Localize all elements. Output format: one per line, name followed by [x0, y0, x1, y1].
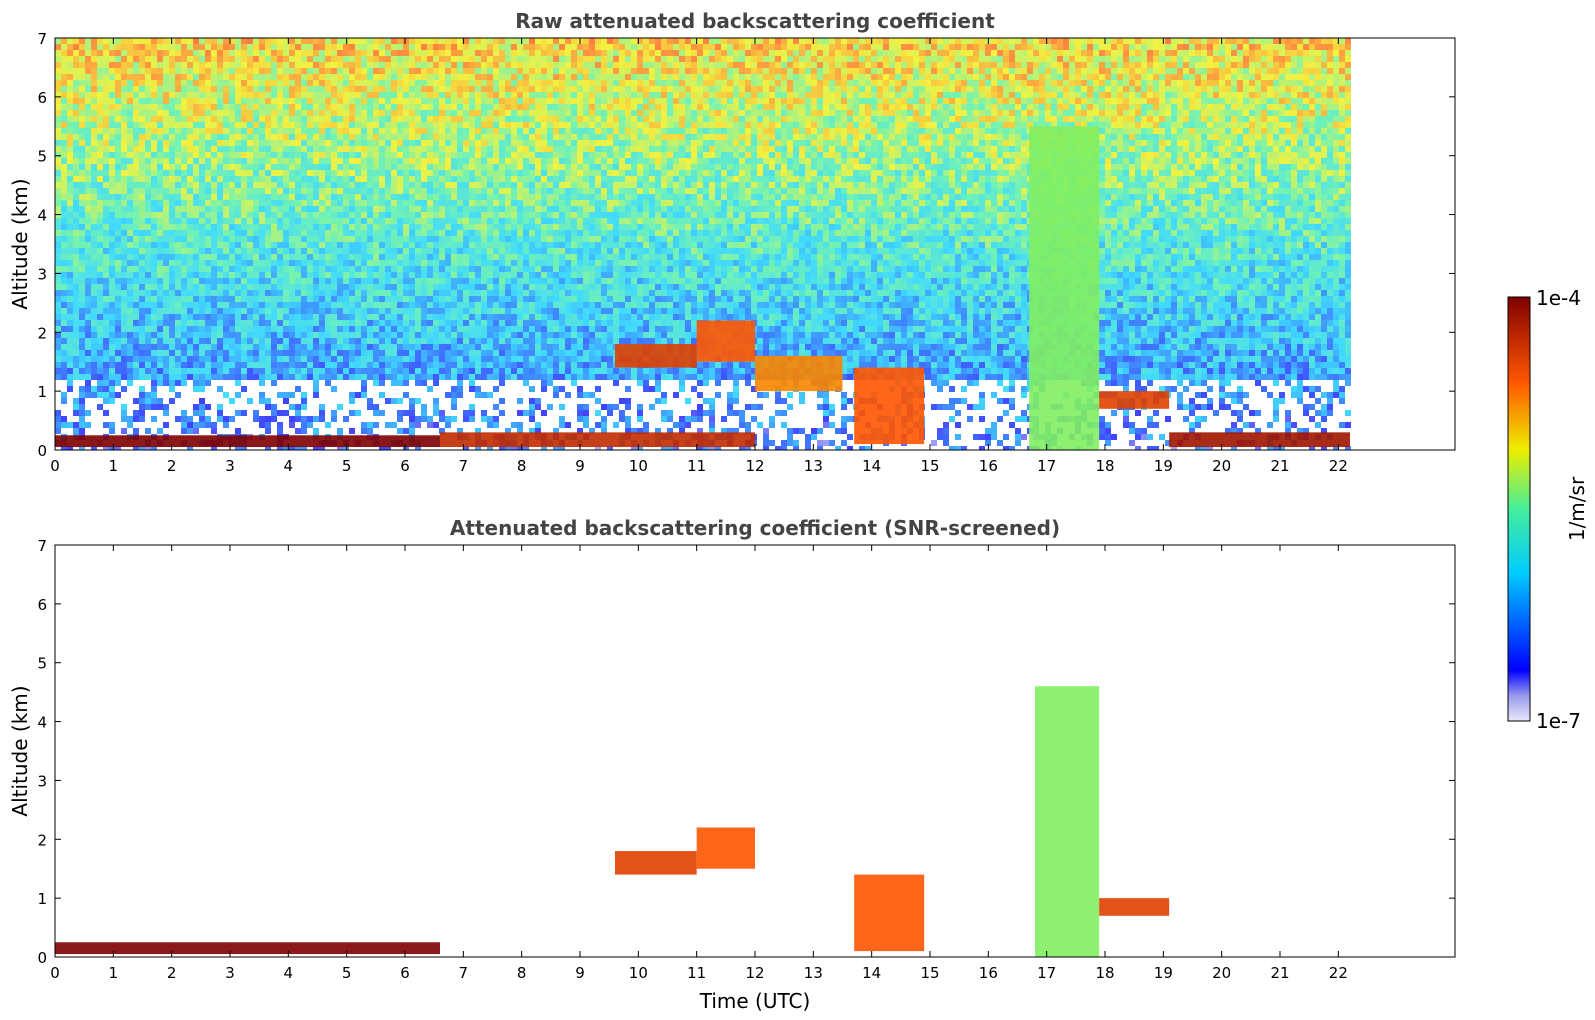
y-axis-ticks: 0 1 2 3 4 5 6 7	[37, 30, 1455, 460]
y-tick-label: 6	[37, 89, 47, 107]
y-axis-label: Altitude (km)	[8, 685, 32, 816]
x-tick-label: 22	[1329, 457, 1348, 475]
x-tick-label: 18	[1095, 964, 1114, 982]
x-tick-label: 3	[225, 964, 235, 982]
heatmap-layer	[55, 942, 440, 955]
x-tick-label: 16	[979, 457, 998, 475]
x-tick-label: 19	[1154, 964, 1173, 982]
heatmap-layer	[615, 851, 697, 875]
x-tick-label: 21	[1270, 964, 1289, 982]
panel-title: Raw attenuated backscattering coefficien…	[515, 9, 995, 33]
y-tick-label: 1	[37, 890, 47, 908]
x-tick-label: 17	[1037, 964, 1056, 982]
x-tick-label: 20	[1212, 964, 1231, 982]
x-tick-label: 12	[745, 964, 764, 982]
x-tick-label: 4	[284, 964, 294, 982]
x-tick-label: 5	[342, 457, 352, 475]
heatmap-layer	[755, 355, 843, 392]
y-tick-label: 5	[37, 655, 47, 673]
raw-backscatter-panel: Raw attenuated backscattering coefficien…	[8, 9, 1456, 475]
x-tick-label: 21	[1270, 457, 1289, 475]
x-tick-label: 2	[167, 964, 177, 982]
x-tick-label: 1	[109, 964, 119, 982]
y-tick-label: 1	[37, 383, 47, 401]
x-tick-label: 14	[862, 457, 881, 475]
panel-title: Attenuated backscattering coefficient (S…	[450, 516, 1060, 540]
snr-screened-panel: Attenuated backscattering coefficient (S…	[8, 516, 1456, 1013]
x-tick-label: 13	[804, 964, 823, 982]
x-tick-label: 5	[342, 964, 352, 982]
x-tick-label: 8	[517, 964, 527, 982]
y-tick-label: 7	[37, 537, 47, 555]
x-tick-label: 7	[459, 964, 469, 982]
x-tick-label: 6	[400, 964, 410, 982]
heatmap-layers	[55, 126, 1350, 451]
y-tick-label: 3	[37, 265, 47, 283]
y-tick-label: 0	[37, 949, 47, 967]
y-axis-label: Altitude (km)	[8, 178, 32, 309]
heatmap-layer	[854, 367, 925, 445]
heatmap-layers	[55, 686, 1170, 957]
y-tick-label: 4	[37, 207, 47, 225]
x-tick-label: 22	[1329, 964, 1348, 982]
y-axis-ticks: 0 1 2 3 4 5 6 7	[37, 537, 1455, 967]
y-tick-label: 6	[37, 596, 47, 614]
x-tick-label: 2	[167, 457, 177, 475]
x-tick-label: 16	[979, 964, 998, 982]
colorbar-gradient	[1507, 296, 1531, 722]
colorbar-max-label: 1e-4	[1536, 286, 1581, 310]
x-tick-label: 9	[575, 457, 585, 475]
x-axis-ticks: 0 1 2 3 4 5 6 7 8 9 10 11 12 13 14 15 16 17 18 19 20 21 22	[50, 38, 1348, 475]
heatmap-layer	[696, 320, 755, 362]
x-tick-label: 0	[50, 457, 60, 475]
x-tick-label: 10	[629, 964, 648, 982]
y-tick-label: 7	[37, 30, 47, 48]
heatmap-layer	[1029, 126, 1100, 451]
x-tick-label: 11	[687, 457, 706, 475]
heatmap-layer	[854, 874, 925, 952]
x-tick-label: 18	[1095, 457, 1114, 475]
x-tick-label: 4	[284, 457, 294, 475]
x-tick-label: 15	[920, 964, 939, 982]
x-tick-label: 7	[459, 457, 469, 475]
x-axis-ticks: 0 1 2 3 4 5 6 7 8 9 10 11 12 13 14 15 16 17 18 19 20 21 22	[50, 545, 1348, 982]
heatmap-image	[55, 38, 1351, 450]
plot-frame	[54, 544, 1456, 958]
x-tick-label: 14	[862, 964, 881, 982]
x-tick-label: 17	[1037, 457, 1056, 475]
x-tick-label: 13	[804, 457, 823, 475]
colorbar-min-label: 1e-7	[1536, 709, 1581, 733]
heatmap-layer	[1099, 898, 1170, 916]
colorbar: 1e-4 1e-7 1/m/sr	[1507, 286, 1589, 733]
heatmap-layer	[1035, 686, 1100, 957]
colorbar-label: 1/m/sr	[1565, 476, 1589, 541]
y-tick-label: 3	[37, 772, 47, 790]
heatmap-layer	[615, 344, 697, 368]
y-tick-label: 2	[37, 324, 47, 342]
x-tick-label: 15	[920, 457, 939, 475]
heatmap-layer	[55, 435, 440, 448]
x-tick-label: 0	[50, 964, 60, 982]
x-tick-label: 11	[687, 964, 706, 982]
x-tick-label: 19	[1154, 457, 1173, 475]
x-tick-label: 3	[225, 457, 235, 475]
heatmap-layer	[1169, 432, 1350, 448]
y-tick-label: 2	[37, 831, 47, 849]
x-tick-label: 20	[1212, 457, 1231, 475]
y-tick-label: 0	[37, 442, 47, 460]
x-axis-label: Time (UTC)	[699, 989, 811, 1013]
x-tick-label: 12	[745, 457, 764, 475]
x-tick-label: 6	[400, 457, 410, 475]
heatmap-layer	[440, 432, 755, 448]
x-tick-label: 10	[629, 457, 648, 475]
heatmap-layer	[1099, 391, 1170, 409]
y-tick-label: 4	[37, 714, 47, 732]
x-tick-label: 1	[109, 457, 119, 475]
x-tick-label: 9	[575, 964, 585, 982]
y-tick-label: 5	[37, 148, 47, 166]
heatmap-layer	[696, 827, 755, 869]
x-tick-label: 8	[517, 457, 527, 475]
